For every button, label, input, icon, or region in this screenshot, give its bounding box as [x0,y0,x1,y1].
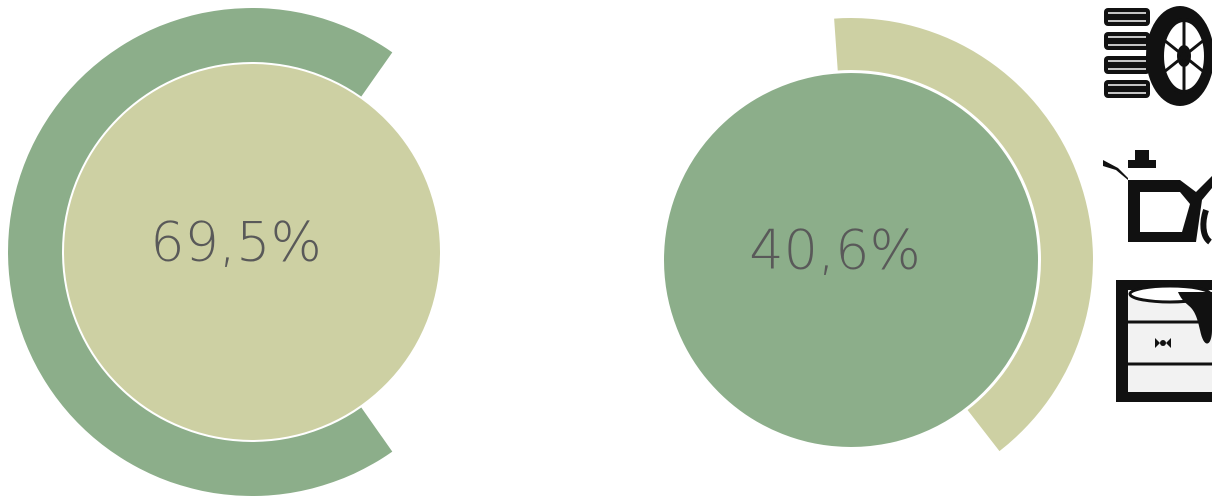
chart-2-percentage-arc [834,18,1093,452]
chart-2: 40,6% [662,18,1093,452]
chart-2-center-disc [662,71,1040,449]
chart-2-value-label: 40,6% [749,219,921,282]
chart-1-center-disc [62,62,442,442]
chart-1-value-label: 69,5% [150,211,322,274]
chart-1: 69,5% [8,8,442,496]
tires-icon [1104,6,1212,106]
oil-can-icon [1103,150,1212,245]
chart-1-percentage-arc [8,8,393,496]
oil-barrel-icon [1116,280,1212,402]
